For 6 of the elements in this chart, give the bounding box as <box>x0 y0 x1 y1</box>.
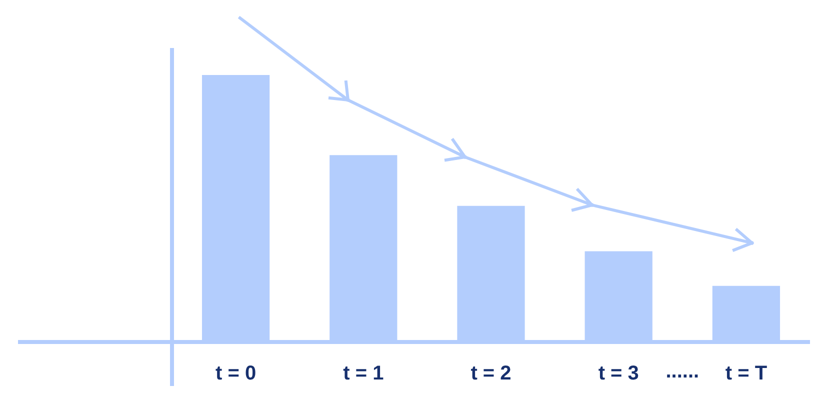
text: ...... <box>666 360 700 383</box>
x-tick-label: t = T <box>725 362 768 385</box>
x-tick-label: t = 1 <box>343 362 384 385</box>
x-tick-label: t = 3 <box>598 362 639 385</box>
x-tick-label: t = 2 <box>470 362 512 385</box>
x-tick-label: t = 0 <box>216 362 256 385</box>
